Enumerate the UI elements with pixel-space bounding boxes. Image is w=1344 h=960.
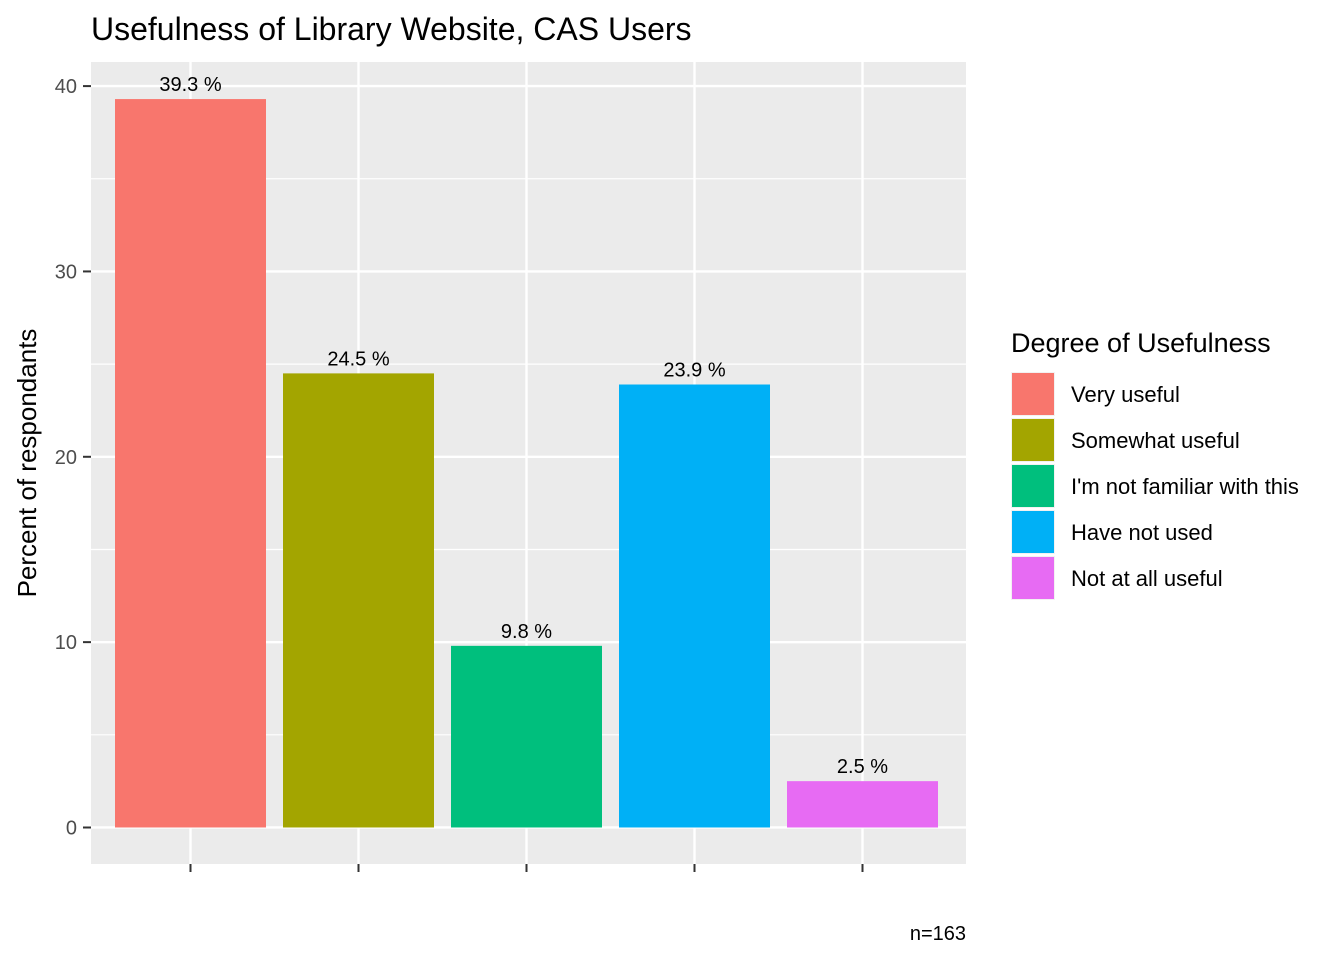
data-labels: 39.3 % 24.5 % 9.8 % 23.9 % 2.5 %: [159, 74, 888, 778]
legend-swatch-1: [1012, 373, 1054, 415]
data-label-3: 9.8 %: [501, 621, 552, 643]
y-axis-tick-label: 0: [66, 817, 77, 839]
legend-label-5: Not at all useful: [1071, 566, 1223, 591]
legend-swatch-5: [1012, 557, 1054, 599]
bar-2: [283, 373, 434, 828]
data-label-5: 2.5 %: [837, 756, 888, 778]
bar-5: [787, 781, 938, 828]
bar-1: [115, 99, 266, 828]
bar-4: [619, 384, 770, 828]
legend: Degree of Usefulness Very useful Somewhat…: [1011, 328, 1299, 600]
bars: [115, 99, 938, 828]
legend-label-4: Have not used: [1071, 520, 1213, 545]
caption: n=163: [910, 923, 966, 945]
x-axis: [189, 864, 864, 872]
data-label-1: 39.3 %: [159, 74, 221, 96]
y-axis-tick-label: 20: [55, 447, 77, 469]
legend-swatch-2: [1012, 419, 1054, 461]
legend-label-1: Very useful: [1071, 382, 1180, 407]
y-axis-tick-label: 40: [55, 76, 77, 98]
legend-swatch-3: [1012, 465, 1054, 507]
legend-items: Very useful Somewhat useful I'm not famili…: [1011, 372, 1299, 600]
y-axis-tick-label: 10: [55, 632, 77, 654]
legend-title: Degree of Usefulness: [1011, 328, 1271, 358]
data-label-2: 24.5 %: [327, 348, 389, 370]
chart-title: Usefulness of Library Website, CAS Users: [91, 11, 692, 47]
data-label-4: 23.9 %: [663, 360, 725, 382]
legend-label-3: I'm not familiar with this: [1071, 474, 1299, 499]
y-axis-tick-label: 30: [55, 261, 77, 283]
y-axis-title: Percent of respondants: [12, 329, 42, 598]
legend-label-2: Somewhat useful: [1071, 428, 1240, 453]
y-axis: 0 10 20 30 40: [55, 76, 91, 839]
legend-swatch-4: [1012, 511, 1054, 553]
bar-3: [451, 645, 602, 828]
